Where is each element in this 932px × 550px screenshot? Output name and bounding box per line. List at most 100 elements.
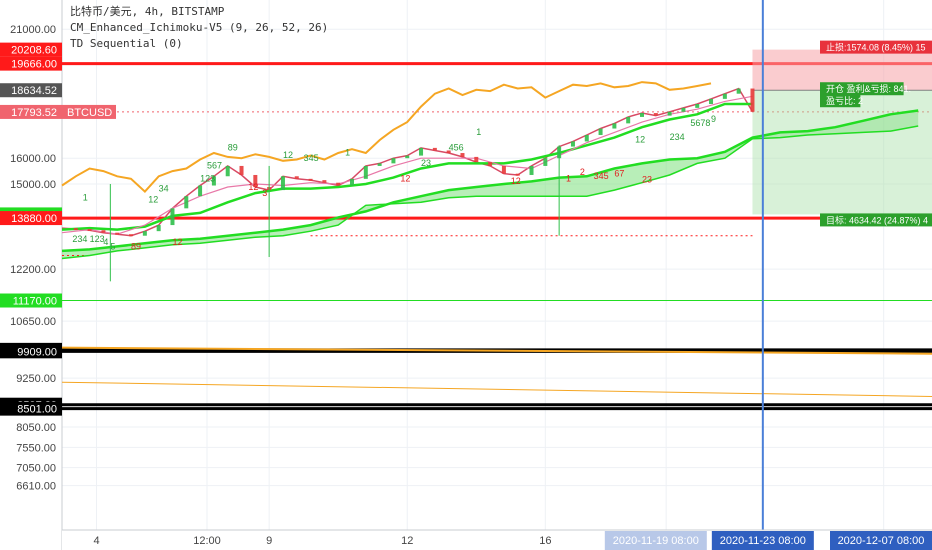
candle[interactable] xyxy=(474,156,479,163)
candle[interactable] xyxy=(750,88,755,112)
price-tag-bg xyxy=(0,344,62,359)
candle[interactable] xyxy=(640,113,644,117)
candle[interactable] xyxy=(101,230,106,233)
candle[interactable] xyxy=(598,128,603,135)
position-box[interactable]: 止损:1574.08 (8.45%) 15 开仓 盈利&亏损: 841.盈亏比: … xyxy=(752,40,932,227)
candle[interactable] xyxy=(626,116,631,124)
price-tag-19666.00[interactable]: 19666.00 xyxy=(0,56,62,71)
candle[interactable] xyxy=(709,98,714,105)
candle[interactable] xyxy=(73,228,78,231)
candle[interactable] xyxy=(681,107,686,112)
open-position-label-bg xyxy=(820,82,904,96)
candle[interactable] xyxy=(198,185,203,197)
price-tick-label: 15000.00 xyxy=(10,179,56,191)
price-tag-text: 20208.60 xyxy=(11,45,57,57)
price-tag-9909.00[interactable]: 9909.00 xyxy=(0,344,62,359)
candle[interactable] xyxy=(419,147,424,156)
candle[interactable] xyxy=(446,150,451,154)
candle[interactable] xyxy=(308,178,313,181)
td-count-label: 12 xyxy=(635,135,645,145)
candle[interactable] xyxy=(432,147,437,151)
td-count-label: 345 xyxy=(304,153,319,163)
candle[interactable] xyxy=(115,232,120,235)
candle[interactable] xyxy=(211,176,216,186)
candle[interactable] xyxy=(170,208,175,226)
candle[interactable] xyxy=(405,155,410,159)
candle[interactable] xyxy=(129,234,134,237)
series-lagging xyxy=(61,81,712,194)
candle[interactable] xyxy=(695,104,700,108)
td-count-label: 234 xyxy=(670,132,685,142)
trend-line-orange xyxy=(61,381,932,397)
candle[interactable] xyxy=(377,163,382,166)
date-tag-text: 2020-12-07 08:00 xyxy=(838,535,925,547)
candle[interactable] xyxy=(391,158,396,164)
candle[interactable] xyxy=(184,196,189,209)
take-profit-zone[interactable] xyxy=(752,90,932,215)
time-axis[interactable]: 412:009121619262020-11-19 08:002020-11-2… xyxy=(62,529,932,550)
td-count-label: 34 xyxy=(159,184,169,194)
candle[interactable] xyxy=(529,165,534,175)
price-tag-text: 13880.00 xyxy=(11,213,57,225)
price-tag-18634.52[interactable]: 18634.52 xyxy=(0,83,62,98)
symbol-tag[interactable]: BTCUSD xyxy=(62,104,116,119)
candle[interactable] xyxy=(87,229,92,232)
candle[interactable] xyxy=(736,88,741,94)
td-count-label: 5678 xyxy=(690,118,710,128)
td-count-label: 12 xyxy=(511,176,521,186)
candle[interactable] xyxy=(612,123,617,129)
td-count-label: 1 xyxy=(345,148,350,158)
candle[interactable] xyxy=(363,165,368,179)
candle[interactable] xyxy=(350,178,354,186)
price-tag-bg xyxy=(0,42,62,57)
price-tag-20208.60[interactable]: 20208.60 xyxy=(0,42,62,57)
candle[interactable] xyxy=(460,153,465,157)
date-tag-bg xyxy=(604,531,707,550)
target-label[interactable]: 目标: 4634.42 (24.87%) 4 xyxy=(820,213,932,227)
date-tag[interactable]: 2020-11-23 08:00 xyxy=(711,531,814,550)
price-tag-13880.00[interactable]: 13880.00 xyxy=(0,211,62,226)
candle[interactable] xyxy=(156,225,161,232)
date-tag[interactable]: 2020-12-07 08:00 xyxy=(830,531,932,550)
price-tag-17793.52[interactable]: 17793.52 xyxy=(0,104,62,119)
td-count-label: 9 xyxy=(711,114,716,124)
candle[interactable] xyxy=(543,158,548,166)
candle[interactable] xyxy=(653,113,658,116)
price-tag-bg xyxy=(0,104,62,119)
price-tag-text: 19666.00 xyxy=(11,59,57,71)
price-tag-8501.00[interactable]: 8501.00 xyxy=(0,401,62,416)
date-tag[interactable]: 2020-11-19 08:00 xyxy=(604,531,707,550)
open-position-label[interactable]: 开仓 盈利&亏损: 841. xyxy=(820,82,911,96)
price-tag-bg xyxy=(0,56,62,71)
price-tick-label: 7050.00 xyxy=(16,463,56,475)
stop-loss-label[interactable]: 止损:1574.08 (8.45%) 15 xyxy=(820,40,932,54)
candle[interactable] xyxy=(294,176,299,179)
candle[interactable] xyxy=(142,231,147,236)
candle[interactable] xyxy=(322,180,327,183)
candle[interactable] xyxy=(280,176,285,191)
price-tag-text: 9909.00 xyxy=(17,346,57,358)
risk-reward-label[interactable]: 盈亏比: 2 xyxy=(820,94,863,108)
price-tag-11170.00[interactable]: 11170.00 xyxy=(0,293,62,308)
td-count-label: 4 xyxy=(103,237,108,247)
candle[interactable] xyxy=(667,111,672,116)
price-axis[interactable]: 23000.0021000.0016000.0015000.0012200.00… xyxy=(0,0,116,493)
candle[interactable] xyxy=(239,165,244,175)
candle[interactable] xyxy=(488,162,493,166)
time-tick-label: 4 xyxy=(93,535,99,547)
td-count-label: 12 xyxy=(172,237,182,247)
price-tick-label: 6610.00 xyxy=(16,481,56,493)
candle[interactable] xyxy=(515,173,520,176)
candle[interactable] xyxy=(584,134,589,142)
td-count-label: 5 xyxy=(110,241,115,251)
candle[interactable] xyxy=(253,174,258,188)
candle[interactable] xyxy=(501,165,506,174)
series-close xyxy=(61,87,754,237)
candle[interactable] xyxy=(225,165,230,177)
candle[interactable] xyxy=(722,93,727,99)
price-tag-bg xyxy=(0,211,62,226)
candle[interactable] xyxy=(336,182,341,186)
candle[interactable] xyxy=(570,141,575,147)
trend-line-orange xyxy=(61,346,932,355)
